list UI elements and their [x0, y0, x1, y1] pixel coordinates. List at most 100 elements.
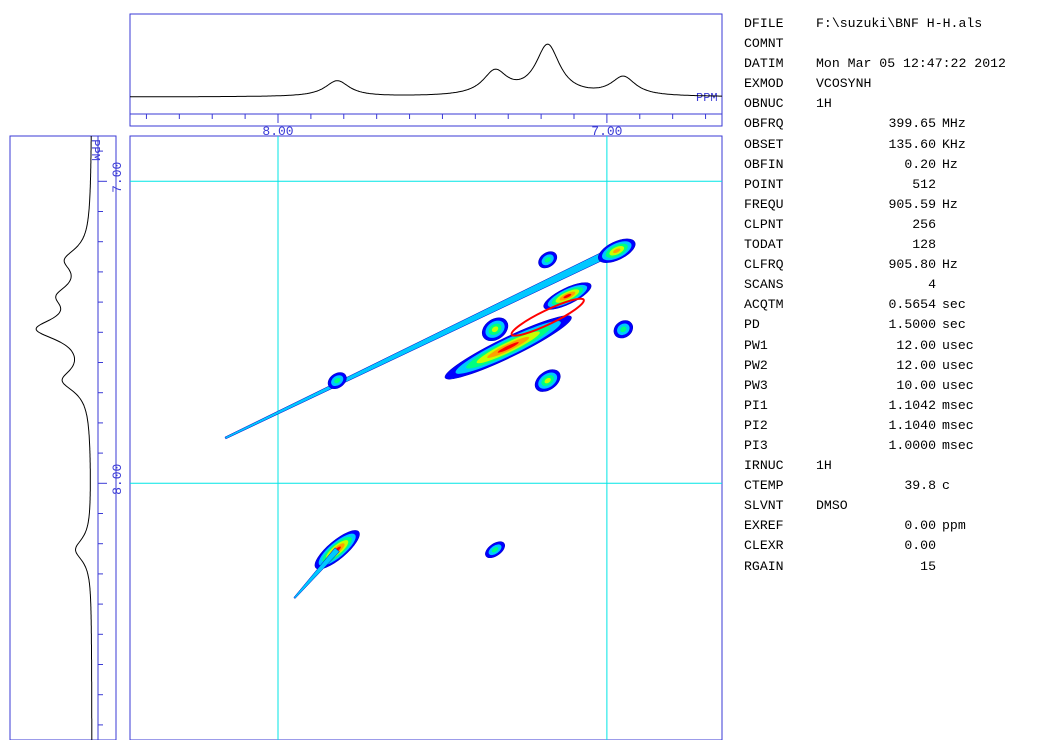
- diagonal-peak-upper: [543, 282, 592, 310]
- diagonal-ridge: [224, 243, 623, 440]
- param-value: 15: [920, 558, 936, 574]
- param-name: SCANS: [744, 277, 784, 293]
- cross-peak: [538, 251, 558, 269]
- param-row-point: POINT 512: [744, 175, 1056, 195]
- param-name: TODAT: [744, 237, 784, 253]
- param-unit: Hz: [942, 156, 958, 172]
- param-value: 0.00: [904, 538, 936, 554]
- param-unit: sec: [942, 317, 966, 333]
- param-name: OBSET: [744, 136, 784, 152]
- param-name: SLVNT: [744, 498, 784, 514]
- contour-level: [613, 248, 621, 254]
- param-unit: Hz: [942, 257, 958, 273]
- param-row-dfile: DFILE F:\suzuki\BNF H-H.als: [744, 14, 1056, 34]
- param-row-clfrq: CLFRQ 905.80 Hz: [744, 255, 1056, 275]
- param-name: CTEMP: [744, 478, 784, 494]
- param-row-slvnt: SLVNT DMSO: [744, 496, 1056, 516]
- contour-level: [544, 257, 551, 263]
- param-name: PW2: [744, 357, 768, 373]
- cosy-spectrum-plot: 8.00 7.00 PPM 7.00 8.00 PPM: [9, 13, 723, 740]
- param-value: 0.5654: [888, 297, 936, 313]
- param-row-irnuc: IRNUC 1H: [744, 456, 1056, 476]
- param-row-exref: EXREF 0.00 ppm: [744, 516, 1056, 536]
- param-value: 1.0000: [888, 437, 936, 453]
- contour-level: [491, 547, 499, 553]
- param-name: PD: [744, 317, 760, 333]
- contour-level: [544, 377, 551, 384]
- param-name: CLFRQ: [744, 257, 784, 273]
- param-name: PI2: [744, 417, 768, 433]
- param-row-pi2: PI2 1.1040 msec: [744, 416, 1056, 436]
- param-unit: usec: [942, 377, 974, 393]
- f1-projection-trace: [35, 136, 93, 740]
- param-value: 905.80: [888, 257, 936, 273]
- param-name: EXREF: [744, 518, 784, 534]
- f2-axis-label: PPM: [696, 91, 718, 105]
- param-row-rgain: RGAIN 15: [744, 557, 1056, 577]
- param-name: OBFIN: [744, 156, 784, 172]
- contour-level: [491, 326, 499, 333]
- param-row-ctemp: CTEMP 39.8 c: [744, 476, 1056, 496]
- param-name: PI1: [744, 397, 768, 413]
- cross-peak: [485, 541, 506, 559]
- contour-level: [563, 293, 572, 299]
- param-text: DMSO: [816, 498, 848, 514]
- param-unit: KHz: [942, 136, 966, 152]
- param-row-pd: PD 1.5000 sec: [744, 315, 1056, 335]
- param-value: 1.5000: [888, 317, 936, 333]
- param-name: ACQTM: [744, 297, 784, 313]
- param-value: 12.00: [896, 357, 936, 373]
- param-value: 0.20: [904, 156, 936, 172]
- param-value: 512: [912, 176, 936, 192]
- contour-level: [497, 342, 519, 353]
- f2-projection-frame: [129, 13, 723, 127]
- param-row-todat: TODAT 128: [744, 235, 1056, 255]
- param-name: PW3: [744, 377, 768, 393]
- diagonal-peak-top: [598, 238, 636, 263]
- param-row-obfrq: OBFRQ 399.65 MHz: [744, 114, 1056, 134]
- param-value: 905.59: [888, 196, 936, 212]
- f1-axis-label: PPM: [88, 139, 102, 161]
- param-name: DFILE: [744, 16, 784, 31]
- param-row-obset: OBSET 135.60 KHz: [744, 135, 1056, 155]
- param-row-pw1: PW1 12.00 usec: [744, 336, 1056, 356]
- param-value: 0.00: [904, 518, 936, 534]
- param-unit: usec: [942, 337, 974, 353]
- param-row-acqtm: ACQTM 0.5654 sec: [744, 295, 1056, 315]
- param-value: 10.00: [896, 377, 936, 393]
- param-name: IRNUC: [744, 458, 784, 474]
- f2-tick-label: 7.00: [591, 124, 622, 139]
- f2-tick-label: 8.00: [262, 124, 293, 139]
- param-name: PW1: [744, 337, 768, 353]
- param-row-clpnt: CLPNT 256: [744, 215, 1056, 235]
- cross-peak-tail: [293, 547, 340, 599]
- param-row-obnuc: OBNUC 1H: [744, 94, 1056, 114]
- cross-peak: [534, 369, 561, 392]
- diagonal-peak-contour-outline: [510, 297, 585, 337]
- param-row-exmod: EXMOD VCOSYNH: [744, 74, 1056, 94]
- acquisition-parameters-panel: DFILE F:\suzuki\BNF H-H.als COMNT DATIM Mon …: [744, 14, 1056, 577]
- diagonal-peak-main: [444, 315, 572, 380]
- param-unit: msec: [942, 417, 974, 433]
- contour-plot-frame: [129, 135, 723, 740]
- param-name: CLEXR: [744, 538, 784, 554]
- contour-level: [620, 326, 627, 333]
- param-value: 4: [928, 277, 936, 293]
- param-value: 12.00: [896, 337, 936, 353]
- f1-tick-label: 8.00: [110, 464, 125, 495]
- param-unit: MHz: [942, 116, 966, 132]
- param-row-pw2: PW2 12.00 usec: [744, 356, 1056, 376]
- param-text: 1H: [816, 458, 832, 474]
- param-value: 135.60: [888, 136, 936, 152]
- param-value: 256: [912, 216, 936, 232]
- param-text: Mon Mar 05 12:47:22 2012: [816, 56, 1006, 72]
- param-name: PI3: [744, 437, 768, 453]
- param-value: 399.65: [888, 116, 936, 132]
- param-name: OBFRQ: [744, 116, 784, 132]
- param-row-scans: SCANS 4: [744, 275, 1056, 295]
- param-row-datim: DATIM Mon Mar 05 12:47:22 2012: [744, 54, 1056, 74]
- param-unit: c: [942, 478, 950, 494]
- param-value: 39.8: [904, 478, 936, 494]
- param-unit: usec: [942, 357, 974, 373]
- param-unit: msec: [942, 397, 974, 413]
